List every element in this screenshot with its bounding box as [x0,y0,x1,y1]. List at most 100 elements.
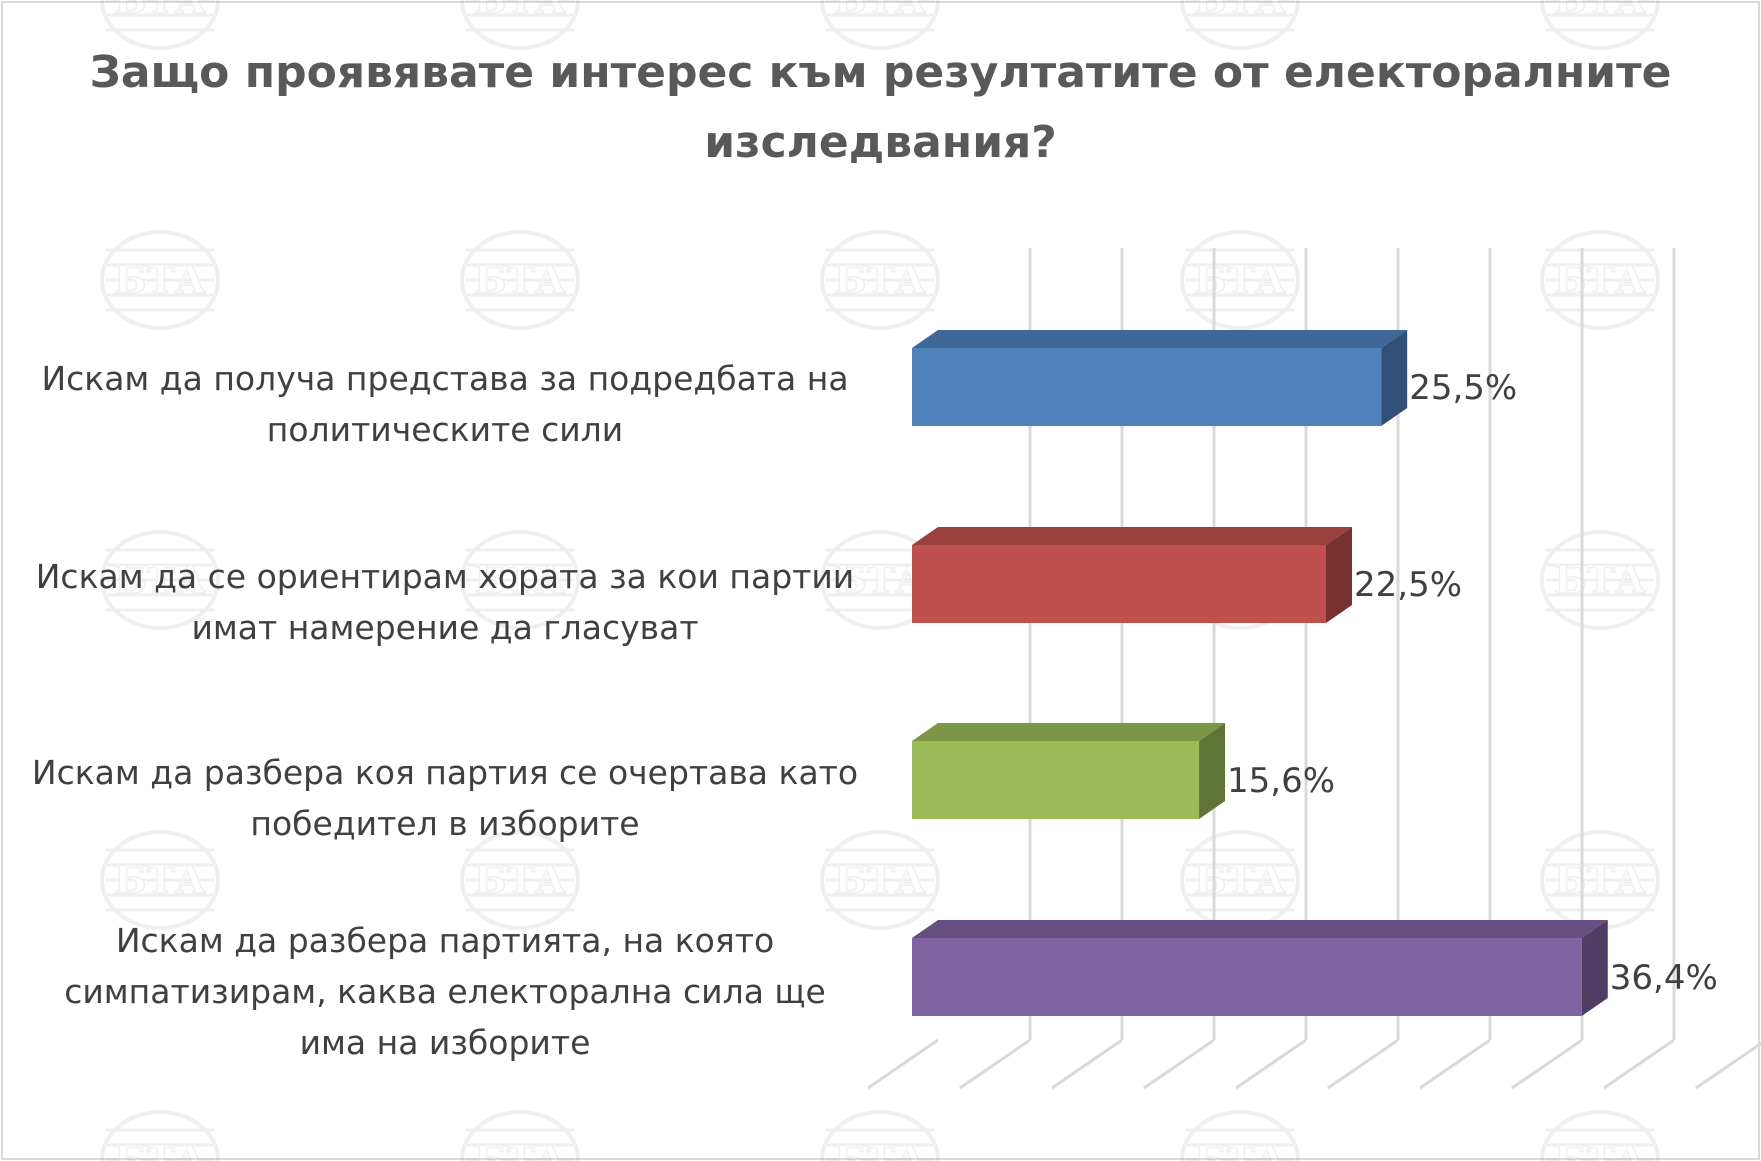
floor-line-40 [1603,1038,1675,1090]
watermark-text: БТА [114,1137,206,1161]
bar-top-face-3 [912,723,1226,741]
watermark-text: БТА [1554,0,1646,22]
bar-front-face-4 [912,938,1582,1016]
watermark-3-0: БТА [100,830,220,930]
value-labels: 25,5% 22,5% 15,6% 36,4% [1227,368,1718,998]
watermark-3-1: БТА [460,830,580,930]
watermark-text: БТА [834,1137,926,1161]
watermark-text: БТА [114,0,206,22]
bar-top-face-2 [912,527,1352,545]
watermark-ring [460,0,580,50]
watermark-text: БТА [1194,1137,1286,1161]
watermark-4-1: БТА [460,1110,580,1161]
bar-front-face-1 [912,348,1382,426]
watermark-ring [820,1110,940,1161]
category-label-1: Искам да получа представа за подредбата … [41,359,849,449]
watermark-2-0: БТА [100,530,220,630]
watermark-ring [1180,230,1300,330]
watermark-text: БТА [114,257,206,302]
value-label-4: 36,4% [1610,958,1718,998]
watermark-2-1: БТА [460,530,580,630]
watermark-ring [1540,530,1660,630]
watermark-4-3: БТА [1180,1110,1300,1161]
watermark-0-0: БТА [100,0,220,50]
watermark-ring [460,830,580,930]
watermark-0-1: БТА [460,0,580,50]
watermark-text: БТА [474,257,566,302]
watermark-text: БТА [474,0,566,22]
watermark-4-2: БТА [820,1110,940,1161]
floor-line-5 [959,1038,1031,1090]
floor-line-20 [1235,1038,1307,1090]
watermark-text: БТА [1554,1137,1646,1161]
bar-front-face-2 [912,545,1326,623]
watermark-text: БТА [1194,257,1286,302]
watermark-text: БТА [834,557,926,602]
watermark-text: БТА [1554,557,1646,602]
watermark-4-4: БТА [1540,1110,1660,1161]
watermark-ring [100,0,220,50]
category-label-3: Искам да разбера коя партия се очертава … [31,753,859,843]
floor-line-15 [1143,1038,1215,1090]
watermark-ring [1180,0,1300,50]
watermark-text: БТА [1554,257,1646,302]
watermark-1-4: БТА [1540,230,1660,330]
watermark-ring [820,0,940,50]
bar-top-face-1 [912,330,1408,348]
watermark-1-1: БТА [460,230,580,330]
watermark-ring [1540,230,1660,330]
watermark-4-0: БТА [100,1110,220,1161]
watermark-ring [460,230,580,330]
watermark-1-3: БТА [1180,230,1300,330]
watermark-text: БТА [834,0,926,22]
bars [912,330,1608,1016]
floor-line-45 [1695,1041,1761,1090]
floor-line-10 [1051,1038,1123,1090]
watermark-0-4: БТА [1540,0,1660,50]
bar-top-face-4 [912,920,1608,938]
bar-3 [912,723,1226,819]
watermark-ring [1540,0,1660,50]
watermark-text: БТА [834,857,926,902]
watermark-3-2: БТА [820,830,940,930]
watermark-ring [1180,1110,1300,1161]
watermark-ring [100,230,220,330]
watermark-0-2: БТА [820,0,940,50]
watermark-0-3: БТА [1180,0,1300,50]
value-label-2: 22,5% [1354,565,1462,605]
floor-line-25 [1327,1038,1399,1090]
bar-side-face-1 [1381,330,1408,426]
category-label-2: Искам да се ориентирам хората за кои пар… [35,557,855,647]
floor-line-30 [1419,1038,1491,1090]
watermark-ring [100,1110,220,1161]
watermark-text: БТА [834,257,926,302]
watermark-ring [460,530,580,630]
watermark-ring [100,530,220,630]
watermark-text: БТА [474,857,566,902]
value-label-3: 15,6% [1227,761,1335,801]
watermark-3-3: БТА [1180,830,1300,930]
watermark-1-2: БТА [820,230,940,330]
bar-1 [912,330,1408,426]
watermark-ring [820,830,940,930]
bar-side-face-2 [1326,527,1352,623]
watermark-text: БТА [1554,857,1646,902]
floor-line-35 [1511,1038,1583,1090]
bar-4 [912,920,1608,1016]
bar-side-face-4 [1581,920,1608,1016]
watermark-text: БТА [1194,0,1286,22]
watermark-text: БТА [114,557,206,602]
watermark-2-4: БТА [1540,530,1660,630]
bar-side-face-3 [1199,723,1226,819]
watermark-text: БТА [474,557,566,602]
watermark-text: БТА [474,1137,566,1161]
chart-title: Защо проявявате интерес към резултатите … [89,47,1672,168]
watermark-ring [1540,1110,1660,1161]
bar-2 [912,527,1352,623]
value-label-1: 25,5% [1409,368,1517,408]
watermark-ring [100,830,220,930]
floor-line-0 [867,1038,939,1090]
bar-front-face-3 [912,741,1200,819]
watermark-ring [460,1110,580,1161]
